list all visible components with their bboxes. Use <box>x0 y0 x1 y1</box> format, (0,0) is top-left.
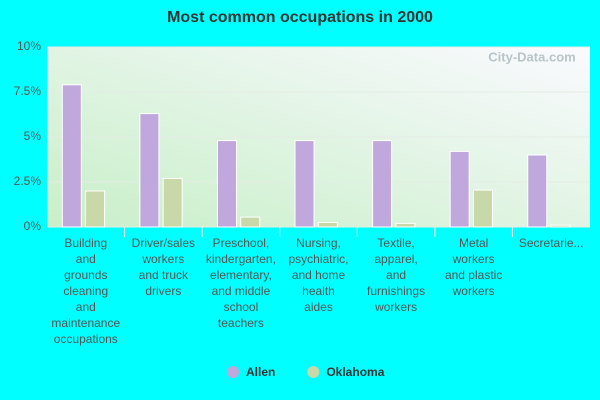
x-tick-label: Textile, apparel, and furnishings workers <box>367 236 425 314</box>
bar <box>449 150 470 228</box>
bar <box>294 140 315 228</box>
legend-swatch <box>307 366 320 378</box>
bar <box>240 216 261 228</box>
y-tick-label: 0% <box>24 219 42 233</box>
x-tick-label: Secretarie... <box>519 236 584 250</box>
legend-swatch <box>227 366 239 378</box>
bar <box>372 140 393 228</box>
chart-title: Most common occupations in 2000 <box>167 9 433 26</box>
x-tick-label: Building and grounds cleaning and maintenance… <box>51 236 120 346</box>
bar <box>395 222 416 228</box>
bar <box>139 113 160 228</box>
bar <box>317 222 338 228</box>
y-tick-label: 2.5% <box>14 174 42 188</box>
y-tick-label: 7.5% <box>14 84 42 98</box>
x-tick-label: Preschool, kindergarten, elementary, and mi… <box>206 236 276 330</box>
watermark: City-Data.com <box>488 49 575 64</box>
y-tick-label: 10% <box>17 39 41 53</box>
x-tick-label: Metal workers and plastic workers <box>445 236 502 298</box>
bar <box>216 140 237 228</box>
y-tick-label: 5% <box>24 129 42 143</box>
bar <box>550 224 571 228</box>
x-tick-label: Driver/sales workers and truck drivers <box>132 236 195 298</box>
x-tick-label: Nursing, psychiatric, and home health aides <box>288 236 348 314</box>
legend-label: Oklahoma <box>326 365 384 379</box>
bar <box>472 189 493 228</box>
bar <box>527 154 548 228</box>
legend-label: Allen <box>246 365 275 379</box>
bar <box>85 190 106 228</box>
bar <box>61 84 82 228</box>
bar <box>162 177 183 228</box>
